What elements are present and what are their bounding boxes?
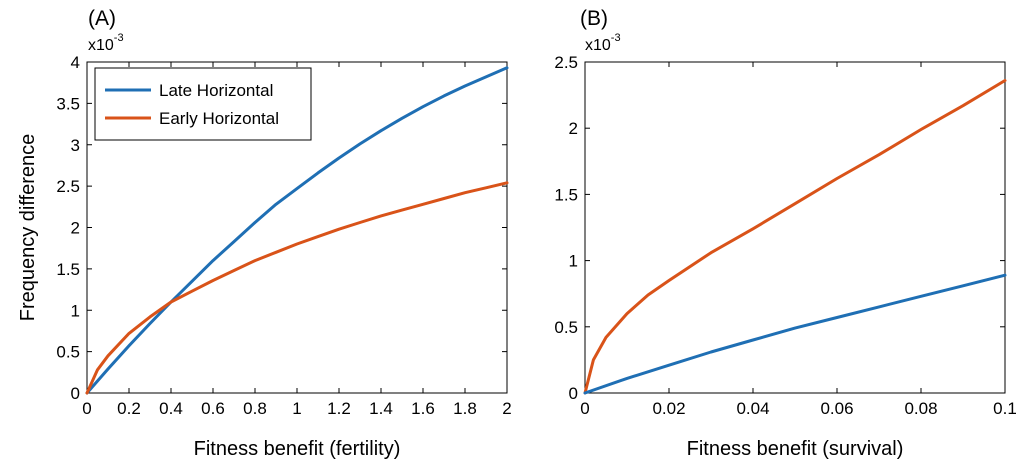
x-tick-label: 0.6 bbox=[201, 399, 225, 418]
x-tick-label: 0.2 bbox=[117, 399, 141, 418]
x-tick-label: 1.4 bbox=[369, 399, 393, 418]
x-tick-label: 0.8 bbox=[243, 399, 267, 418]
legend-box bbox=[94, 67, 312, 141]
y-tick-label: 2.5 bbox=[554, 53, 578, 72]
x-tick-label: 1.8 bbox=[453, 399, 477, 418]
y-axis-title: Frequency difference bbox=[17, 134, 39, 322]
y-tick-label: 0.5 bbox=[554, 318, 578, 337]
y-tick-label: 1 bbox=[71, 301, 80, 320]
y-tick-label: 1.5 bbox=[554, 185, 578, 204]
chart-panel-b: 0 0.02 0.04 0.06 0.08 0.1 0 0.5 1 1.5 2 2.5 x10-3(B)… bbox=[554, 7, 1016, 460]
multiplier-exponent: -3 bbox=[114, 32, 124, 44]
multiplier-exponent: -3 bbox=[611, 32, 621, 44]
x-tick-label: 0.4 bbox=[159, 399, 183, 418]
series-line-series-1 bbox=[583, 79, 1007, 395]
y-tick-label: 1 bbox=[569, 252, 578, 271]
x-axis-title: Fitness benefit (fertility) bbox=[194, 438, 401, 460]
x-tick-label: 0.06 bbox=[820, 399, 853, 418]
x-tick-label: 0.1 bbox=[993, 399, 1017, 418]
series-line-early-horizontal bbox=[85, 181, 509, 395]
legend-label: Early Horizontal bbox=[159, 109, 279, 128]
x-tick-label: 1.2 bbox=[327, 399, 351, 418]
series-line-late-horizontal bbox=[85, 66, 509, 395]
y-axis-multiplier: x10-3 bbox=[88, 32, 124, 54]
x-tick-label: 2 bbox=[502, 399, 511, 418]
x-tick-label: 1 bbox=[292, 399, 301, 418]
x-tick-label: 1.6 bbox=[411, 399, 435, 418]
plot-area-frame bbox=[584, 61, 1006, 394]
y-tick-label: 3.5 bbox=[56, 94, 80, 113]
y-tick-label: 3 bbox=[71, 136, 80, 155]
x-tick-label: 0 bbox=[82, 399, 91, 418]
chart-panel-a: 0 0.2 0.4 0.6 0.8 1 1.2 1.4 1.6 1.8 2 0 0.5 1 1.5 2 2.5 3… bbox=[17, 7, 512, 460]
y-tick-label: 2 bbox=[569, 119, 578, 138]
y-tick-label: 2.5 bbox=[56, 177, 80, 196]
panel-label: (A) bbox=[88, 7, 116, 30]
multiplier-base: x10 bbox=[585, 37, 611, 54]
y-axis-multiplier: x10-3 bbox=[585, 32, 621, 54]
series-line-series-2 bbox=[583, 273, 1007, 395]
y-tick-label: 4 bbox=[71, 53, 80, 72]
x-tick-label: 0.08 bbox=[904, 399, 937, 418]
legend: Late Horizontal Early Horizontal bbox=[94, 67, 312, 141]
x-axis-title: Fitness benefit (survival) bbox=[687, 438, 904, 460]
y-tick-label: 0 bbox=[71, 384, 80, 403]
y-tick-label: 0.5 bbox=[56, 343, 80, 362]
x-tick-label: 0.04 bbox=[736, 399, 769, 418]
x-tick-label: 0.02 bbox=[652, 399, 685, 418]
y-tick-label: 0 bbox=[569, 384, 578, 403]
y-tick-label: 2 bbox=[71, 219, 80, 238]
multiplier-base: x10 bbox=[88, 37, 114, 54]
panel-label: (B) bbox=[580, 7, 608, 30]
y-tick-label: 1.5 bbox=[56, 260, 80, 279]
legend-label: Late Horizontal bbox=[159, 81, 273, 100]
x-tick-label: 0 bbox=[580, 399, 589, 418]
